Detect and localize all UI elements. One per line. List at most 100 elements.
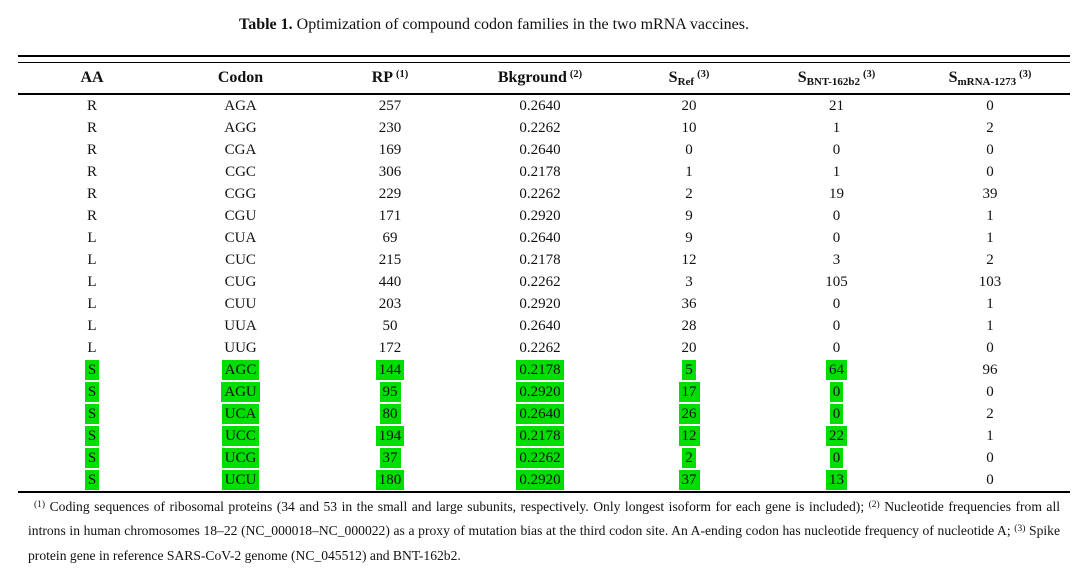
cell-value: 20 [681, 340, 697, 356]
table-header-rule [18, 93, 1070, 95]
cell-s-mrna1273: 96 [910, 360, 1070, 380]
cell-value: 17 [678, 382, 700, 402]
table-top-rule [18, 55, 1070, 63]
cell-value: L [87, 340, 97, 356]
cell-bkground: 0.2178 [465, 250, 615, 270]
cell-codon: CUA [166, 228, 315, 248]
cell-s-mrna1273: 0 [910, 448, 1070, 468]
cell-value: 2 [682, 448, 696, 468]
cell-s-bnt162b2: 19 [763, 184, 910, 204]
cell-value: 144 [375, 360, 405, 380]
data-table: AA Codon RP (1) Bkground (2) SRef(3) SBNT-… [18, 55, 1070, 493]
cell-aa: R [18, 162, 166, 182]
cell-bkground: 0.2640 [465, 140, 615, 160]
cell-codon: UCU [166, 470, 315, 490]
cell-rp: 50 [315, 316, 465, 336]
cell-value: 0 [829, 448, 844, 468]
cell-rp: 203 [315, 294, 465, 314]
table-row: L CUU 203 0.2920 36 0 1 [18, 293, 1070, 315]
cell-codon: AGG [166, 118, 315, 138]
cell-value: 0 [685, 142, 693, 158]
cell-codon: UCG [166, 448, 315, 468]
cell-value: 0.2262 [519, 274, 561, 290]
cell-s-mrna1273: 0 [910, 96, 1070, 116]
cell-value: 69 [382, 230, 398, 246]
cell-s-ref: 1 [615, 162, 763, 182]
cell-s-bnt162b2: 13 [763, 470, 910, 490]
cell-value: 1 [986, 208, 994, 224]
cell-value: CGC [225, 164, 256, 180]
header-footnote-marker: (1) [396, 69, 409, 80]
cell-rp: 37 [315, 448, 465, 468]
table-row: R CGA 169 0.2640 0 0 0 [18, 139, 1070, 161]
cell-value: 0 [986, 384, 994, 400]
cell-value: 0 [986, 450, 994, 466]
cell-value: 1 [832, 164, 841, 180]
cell-value: 2 [986, 120, 994, 136]
footnote-1-marker: (1) [34, 500, 46, 510]
cell-value: L [87, 296, 97, 312]
cell-value: 95 [379, 382, 401, 402]
cell-value: 64 [826, 360, 847, 380]
cell-aa: S [18, 470, 166, 490]
header-footnote-marker: (3) [1019, 69, 1032, 80]
cell-aa: L [18, 294, 166, 314]
cell-value: S [84, 426, 100, 446]
column-header-rp: RP (1) [315, 69, 465, 87]
cell-s-mrna1273: 0 [910, 382, 1070, 402]
cell-s-mrna1273: 0 [910, 470, 1070, 490]
cell-value: 22 [826, 426, 847, 446]
cell-aa: S [18, 448, 166, 468]
cell-bkground: 0.2262 [465, 338, 615, 358]
cell-aa: R [18, 206, 166, 226]
cell-value: 0.2920 [516, 470, 564, 490]
cell-s-mrna1273: 1 [910, 228, 1070, 248]
cell-value: L [87, 252, 97, 268]
cell-rp: 257 [315, 96, 465, 116]
cell-bkground: 0.2178 [465, 426, 615, 446]
cell-value: 172 [378, 340, 402, 356]
cell-s-bnt162b2: 3 [763, 250, 910, 270]
cell-s-ref: 2 [615, 184, 763, 204]
column-header-aa: AA [18, 69, 166, 87]
cell-value: R [86, 98, 97, 114]
cell-value: AGU [221, 382, 260, 402]
table-row: S UCU 180 0.2920 37 13 0 [18, 469, 1070, 491]
cell-bkground: 0.2178 [465, 360, 615, 380]
table-row: R CGG 229 0.2262 2 19 39 [18, 183, 1070, 205]
cell-bkground: 0.2262 [465, 184, 615, 204]
cell-value: 194 [375, 426, 405, 446]
cell-value: 203 [378, 296, 402, 312]
cell-value: S [84, 448, 100, 468]
footnote-3-text: Spike protein gene in reference SARS-CoV… [28, 523, 1060, 563]
cell-aa: L [18, 272, 166, 292]
footnote-2-marker: (2) [868, 500, 880, 510]
cell-value: 36 [681, 296, 697, 312]
cell-value: 257 [378, 98, 402, 114]
table-row: L UUA 50 0.2640 28 0 1 [18, 315, 1070, 337]
cell-aa: L [18, 316, 166, 336]
cell-value: 0 [986, 98, 994, 114]
table-bottom-rule [18, 491, 1070, 493]
cell-value: S [84, 470, 100, 490]
cell-s-ref: 28 [615, 316, 763, 336]
cell-aa: R [18, 118, 166, 138]
cell-s-bnt162b2: 0 [763, 316, 910, 336]
cell-bkground: 0.2920 [465, 206, 615, 226]
table-header-row: AA Codon RP (1) Bkground (2) SRef(3) SBNT-… [18, 63, 1070, 93]
table-row: S UCC 194 0.2178 12 22 1 [18, 425, 1070, 447]
cell-s-ref: 12 [615, 250, 763, 270]
cell-s-mrna1273: 1 [910, 206, 1070, 226]
table-row: R CGC 306 0.2178 1 1 0 [18, 161, 1070, 183]
table-row: R AGA 257 0.2640 20 21 0 [18, 95, 1070, 117]
column-header-codon: Codon [166, 69, 315, 87]
cell-value: 0 [986, 142, 994, 158]
cell-s-ref: 3 [615, 272, 763, 292]
cell-value: 37 [678, 470, 700, 490]
cell-value: 39 [982, 186, 998, 202]
header-label: S [797, 69, 807, 86]
cell-aa: L [18, 228, 166, 248]
cell-value: 0.2640 [519, 318, 561, 334]
cell-s-bnt162b2: 0 [763, 294, 910, 314]
cell-value: UUA [224, 318, 257, 334]
